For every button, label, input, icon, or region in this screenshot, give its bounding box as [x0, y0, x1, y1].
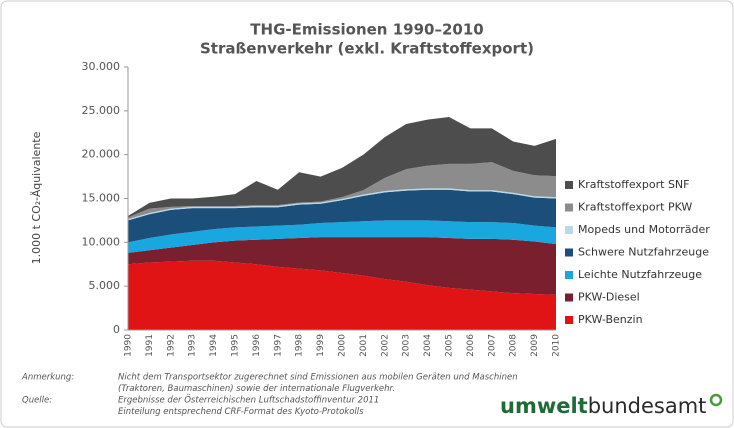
note-text: Nicht dem Transportsektor zugerechnet si… — [118, 373, 518, 383]
legend-swatch — [565, 271, 573, 279]
logo-mark — [709, 393, 723, 407]
legend-swatch — [565, 203, 573, 212]
y-tick-label: 10.000 — [82, 235, 121, 248]
legend-label: PKW-Benzin — [578, 313, 643, 326]
x-tick-label: 2009 — [530, 334, 540, 357]
legend-swatch — [565, 226, 573, 234]
note-text: (Traktoren, Baumaschinen) sowie der inte… — [118, 384, 395, 394]
y-tick-label: 0 — [113, 323, 120, 336]
area — [128, 162, 556, 220]
y-tick-label: 15.000 — [82, 192, 121, 205]
note-text: Einteilung entsprechend CRF-Format des K… — [118, 407, 364, 417]
legend-label: Kraftstoffexport SNF — [578, 178, 690, 191]
x-tick-label: 2001 — [359, 334, 369, 357]
x-tick-label: 2005 — [445, 334, 455, 357]
x-tick-label: 2007 — [487, 334, 497, 357]
y-tick-label: 30.000 — [82, 60, 121, 73]
legend-swatch — [565, 316, 573, 324]
x-tick-label: 2002 — [380, 334, 390, 357]
legend-label: Schwere Nutzfahrzeuge — [578, 246, 709, 259]
legend-swatch — [565, 181, 573, 189]
y-axis-label: 1.000 t CO₂-Äquivalente — [30, 131, 43, 264]
x-tick-label: 1997 — [273, 334, 283, 357]
x-tick-label: 1991 — [145, 334, 155, 357]
x-tick-label: 2000 — [338, 334, 348, 357]
x-tick-label: 1995 — [231, 334, 241, 357]
logo-part: bundesamt — [588, 394, 707, 418]
x-tick-label: 1999 — [316, 334, 326, 357]
area — [128, 116, 556, 218]
x-tick-label: 1994 — [209, 334, 219, 357]
x-tick-label: 1990 — [124, 334, 134, 357]
y-tick-label: 20.000 — [82, 148, 121, 161]
x-tick-label: 2010 — [552, 334, 562, 357]
x-tick-label: 2006 — [466, 334, 476, 357]
area — [128, 220, 556, 253]
area — [128, 237, 556, 295]
area — [128, 189, 556, 243]
area — [128, 260, 556, 330]
legend-label: PKW-Diesel — [578, 291, 640, 304]
x-tick-label: 2004 — [423, 334, 433, 357]
y-tick-label: 25.000 — [82, 104, 121, 117]
x-tick-label: 1996 — [252, 334, 262, 357]
logo-part: umwelt — [500, 394, 588, 418]
legend-label: Leichte Nutzfahrzeuge — [578, 268, 702, 281]
legend-swatch — [565, 293, 573, 302]
legend-swatch — [565, 248, 573, 257]
chart-subtitle: Straßenverkehr (exkl. Kraftstoffexport) — [200, 40, 534, 58]
note-label: Anmerkung: — [21, 373, 74, 383]
x-tick-label: 1993 — [188, 334, 198, 357]
y-tick-label: 5.000 — [89, 279, 121, 292]
legend-label: Mopeds und Motorräder — [578, 223, 710, 236]
x-tick-label: 1992 — [166, 334, 176, 357]
x-tick-label: 2008 — [509, 334, 519, 357]
legend-label: Kraftstoffexport PKW — [578, 201, 692, 214]
note-label: Quelle: — [22, 396, 52, 406]
note-text: Ergebnisse der Österreichischen Luftscha… — [118, 395, 379, 406]
x-tick-label: 1998 — [295, 334, 305, 357]
logo: umweltbundesamt — [500, 394, 706, 418]
chart-title: THG-Emissionen 1990–2010 — [250, 21, 483, 39]
x-tick-label: 2003 — [402, 334, 412, 357]
